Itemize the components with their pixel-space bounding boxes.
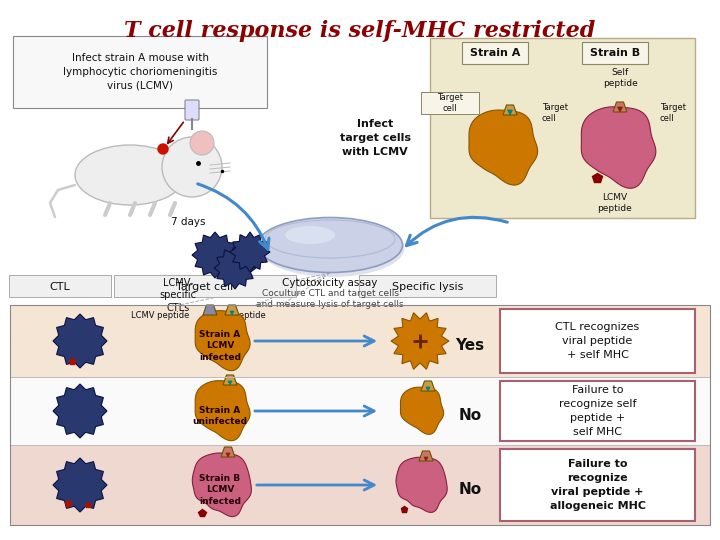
Text: Cytotoxicity assay: Cytotoxicity assay	[282, 278, 378, 288]
Polygon shape	[581, 107, 656, 188]
Polygon shape	[396, 457, 447, 512]
Text: Specific lysis: Specific lysis	[392, 282, 463, 292]
Polygon shape	[613, 102, 627, 112]
Text: Strain A
uninfected: Strain A uninfected	[192, 406, 248, 426]
Polygon shape	[214, 247, 256, 289]
Text: LCMV peptide: LCMV peptide	[131, 311, 189, 320]
Polygon shape	[195, 310, 250, 370]
FancyBboxPatch shape	[114, 275, 296, 297]
Polygon shape	[203, 305, 217, 315]
Polygon shape	[192, 232, 238, 278]
Polygon shape	[230, 311, 234, 315]
Text: 7 days: 7 days	[171, 217, 205, 227]
FancyBboxPatch shape	[500, 449, 695, 521]
Text: LCMV-
specific
CTLs: LCMV- specific CTLs	[160, 278, 197, 313]
FancyBboxPatch shape	[13, 36, 267, 108]
Circle shape	[158, 144, 168, 154]
Text: Infect strain A mouse with
lymphocytic choriomeningitis
virus (LCMV): Infect strain A mouse with lymphocytic c…	[63, 53, 217, 91]
Ellipse shape	[258, 218, 402, 273]
Circle shape	[190, 131, 214, 155]
Text: T cell response is self-MHC restricted: T cell response is self-MHC restricted	[125, 20, 595, 42]
FancyBboxPatch shape	[10, 305, 710, 377]
FancyBboxPatch shape	[500, 309, 695, 373]
FancyBboxPatch shape	[430, 38, 695, 218]
Polygon shape	[53, 384, 107, 438]
Circle shape	[162, 137, 222, 197]
Polygon shape	[192, 453, 251, 517]
Text: Failure to
recognize self
peptide +
self MHC: Failure to recognize self peptide + self…	[559, 385, 636, 437]
Polygon shape	[424, 457, 428, 461]
Text: Coculture CTL and target cells
and measure lysis of target cells: Coculture CTL and target cells and measu…	[256, 289, 404, 309]
Text: LCMV
peptide: LCMV peptide	[598, 193, 632, 213]
Polygon shape	[221, 447, 235, 457]
Polygon shape	[421, 381, 435, 391]
Polygon shape	[508, 110, 513, 115]
Polygon shape	[223, 375, 237, 385]
Text: CTL: CTL	[50, 282, 71, 292]
Text: Self
peptide: Self peptide	[603, 68, 637, 88]
FancyBboxPatch shape	[185, 100, 199, 120]
Text: Strain A: Strain A	[470, 48, 520, 58]
Polygon shape	[230, 232, 270, 272]
Text: No: No	[459, 483, 482, 497]
Text: Self peptide: Self peptide	[215, 311, 266, 320]
Text: Strain A
LCMV
infected: Strain A LCMV infected	[199, 330, 241, 362]
Text: No: No	[459, 408, 482, 423]
Text: Target cell: Target cell	[176, 282, 233, 292]
Text: Strain B
LCMV
infected: Strain B LCMV infected	[199, 475, 241, 505]
Polygon shape	[226, 453, 230, 457]
Polygon shape	[53, 314, 107, 368]
FancyBboxPatch shape	[500, 381, 695, 441]
Polygon shape	[53, 458, 107, 512]
Ellipse shape	[259, 219, 405, 277]
Text: Failure to
recognize
viral peptide +
allogeneic MHC: Failure to recognize viral peptide + all…	[549, 459, 646, 511]
Ellipse shape	[75, 145, 185, 205]
FancyBboxPatch shape	[10, 377, 710, 445]
Text: CTL recognizes
viral peptide
+ self MHC: CTL recognizes viral peptide + self MHC	[555, 322, 639, 360]
Text: Strain B: Strain B	[590, 48, 640, 58]
Polygon shape	[228, 381, 232, 385]
FancyBboxPatch shape	[462, 42, 528, 64]
Polygon shape	[400, 387, 444, 434]
Text: Target
cell: Target cell	[660, 103, 686, 123]
FancyBboxPatch shape	[10, 445, 710, 525]
Polygon shape	[195, 381, 250, 441]
Polygon shape	[618, 107, 623, 112]
FancyBboxPatch shape	[421, 92, 479, 114]
Polygon shape	[391, 313, 449, 369]
Polygon shape	[225, 305, 239, 315]
Polygon shape	[469, 110, 538, 185]
Text: Infect
target cells
with LCMV: Infect target cells with LCMV	[340, 119, 410, 157]
Ellipse shape	[285, 226, 335, 244]
FancyBboxPatch shape	[582, 42, 648, 64]
Polygon shape	[426, 387, 430, 391]
Text: Target
cell: Target cell	[542, 103, 568, 123]
Polygon shape	[419, 451, 433, 461]
FancyBboxPatch shape	[359, 275, 496, 297]
Text: Target
cell: Target cell	[437, 93, 463, 113]
Text: Yes: Yes	[456, 339, 485, 354]
Polygon shape	[503, 105, 517, 115]
FancyBboxPatch shape	[9, 275, 111, 297]
